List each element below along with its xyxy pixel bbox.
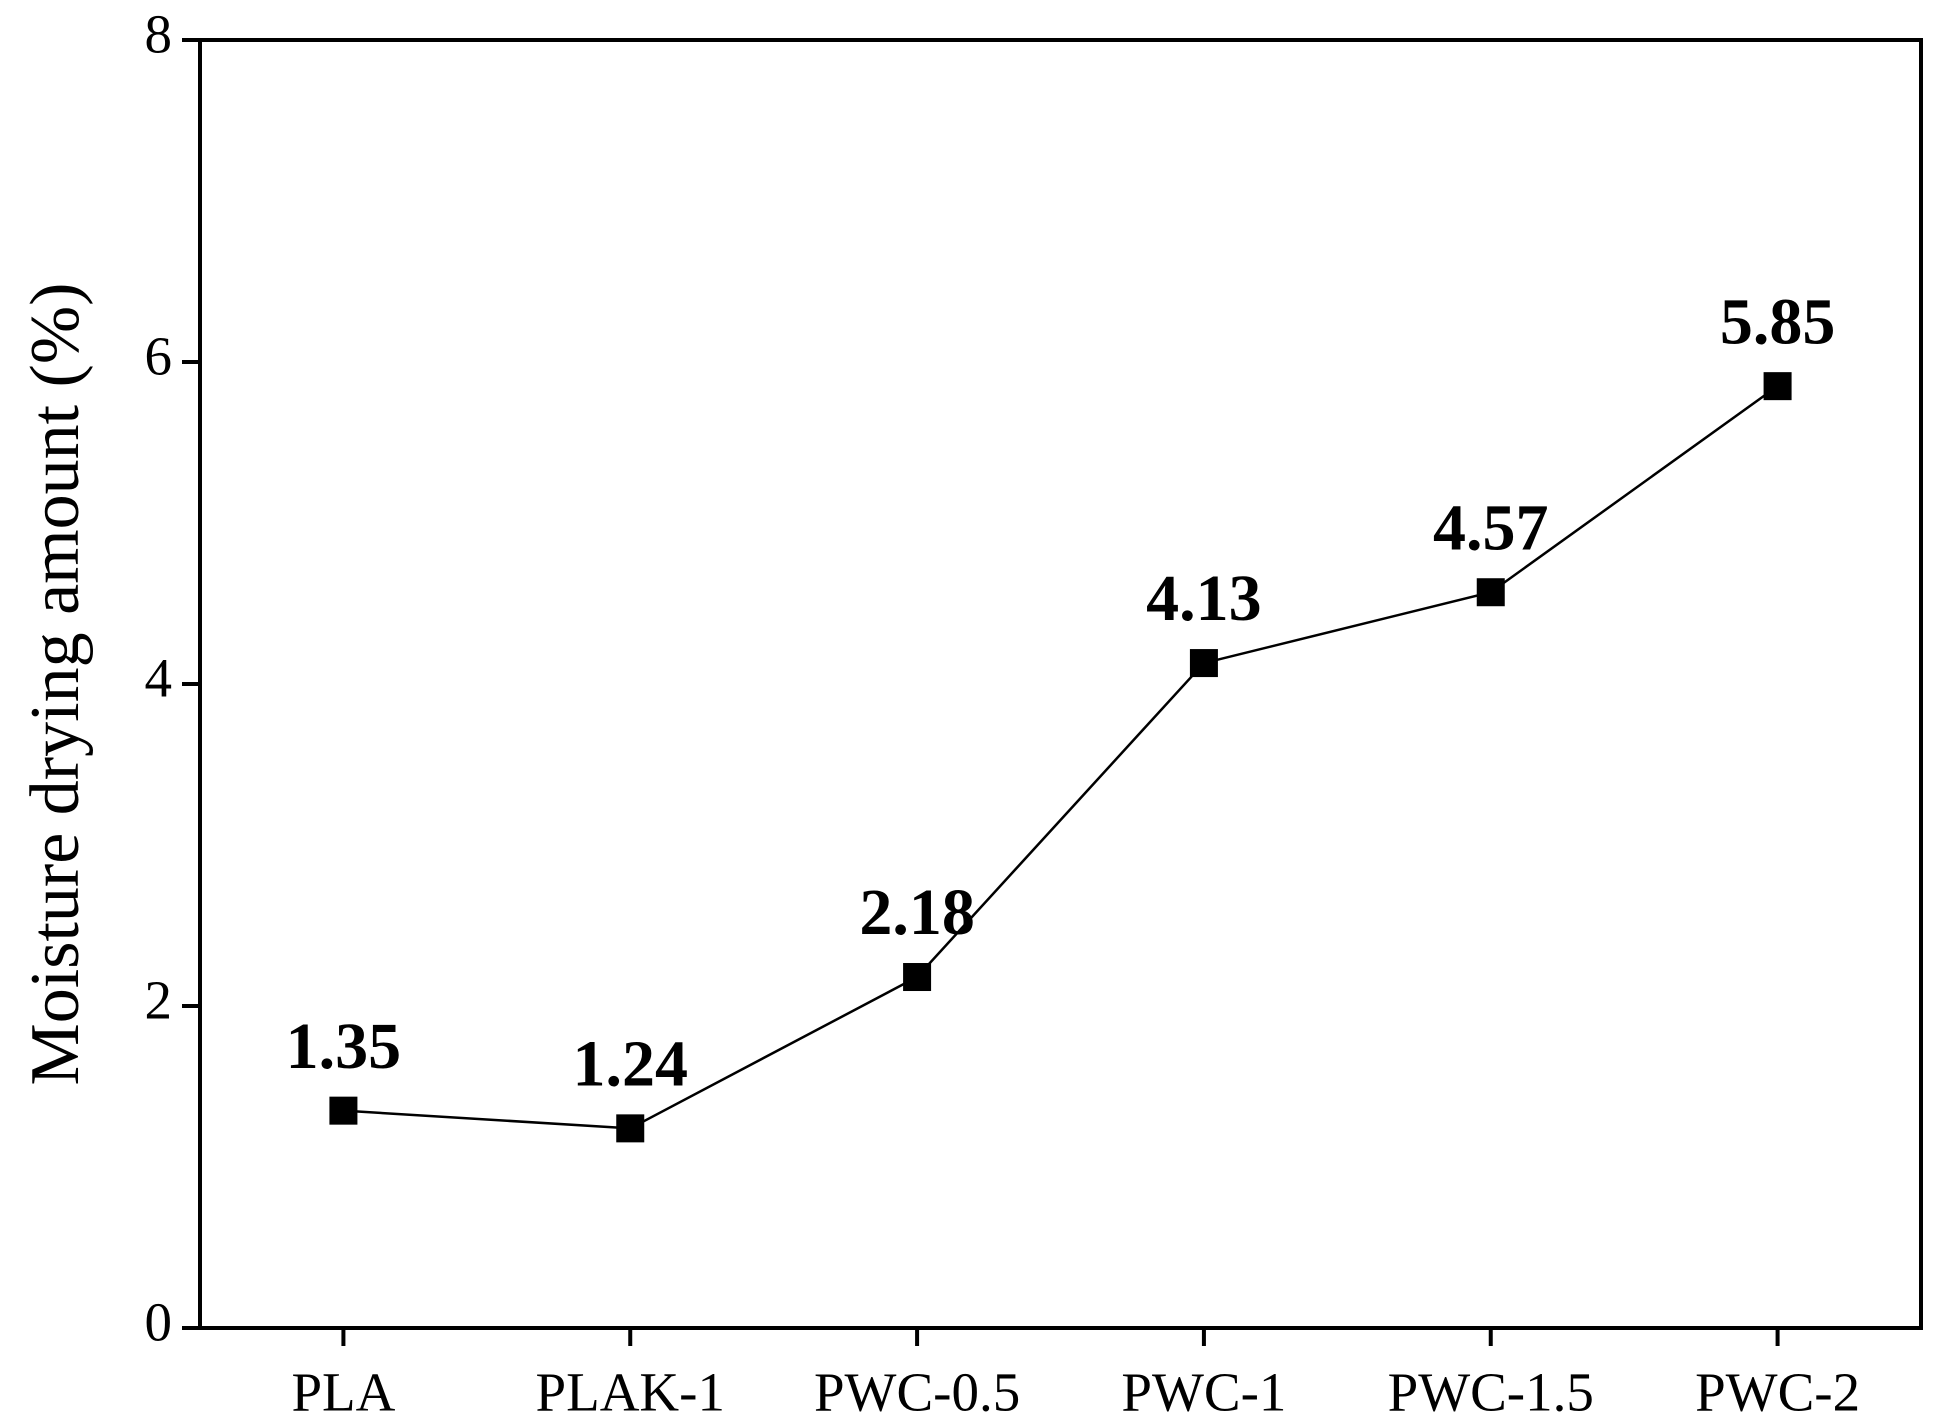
marker [1476, 578, 1505, 607]
y-tick-label: 4 [145, 648, 173, 709]
marker [616, 1114, 645, 1143]
y-tick-label: 2 [145, 970, 173, 1031]
marker [1763, 372, 1792, 401]
y-axis-label: Moisture drying amount (%) [17, 283, 94, 1086]
y-tick-label: 6 [145, 326, 173, 387]
marker [903, 963, 932, 992]
x-tick-label: PWC-1.5 [1388, 1362, 1594, 1423]
data-line [343, 385, 1779, 1130]
x-tick-label: PWC-0.5 [814, 1362, 1020, 1423]
marker [1189, 649, 1218, 678]
value-label: 5.85 [1720, 285, 1836, 358]
value-label: 1.24 [573, 1028, 689, 1101]
marker [329, 1096, 358, 1125]
plot-frame [198, 38, 1923, 1330]
x-tick-label: PWC-1 [1121, 1362, 1286, 1423]
value-label: 1.35 [286, 1010, 402, 1083]
value-label: 4.57 [1433, 491, 1549, 564]
x-tick-label: PLA [291, 1362, 395, 1423]
x-tick-label: PLAK-1 [536, 1362, 725, 1423]
y-tick-label: 8 [145, 4, 173, 65]
value-label: 4.13 [1146, 562, 1262, 635]
y-tick-label: 0 [145, 1292, 173, 1353]
x-tick-label: PWC-2 [1695, 1362, 1860, 1423]
value-label: 2.18 [859, 876, 975, 949]
